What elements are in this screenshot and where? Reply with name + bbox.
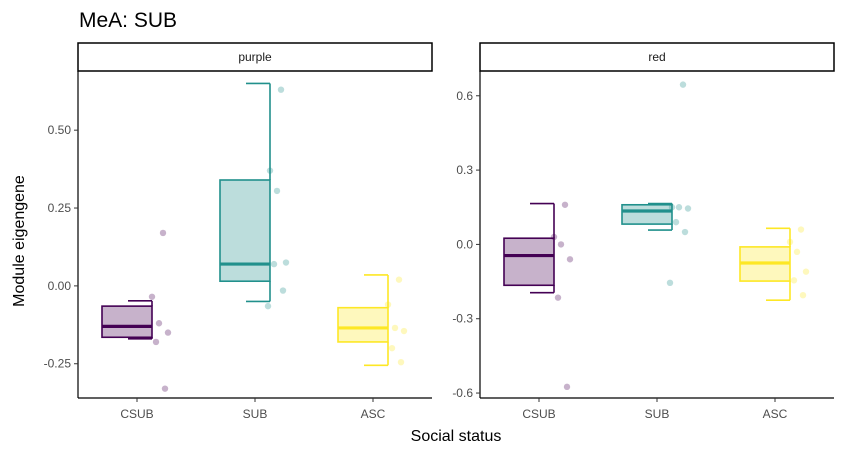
- data-point: [159, 229, 167, 237]
- y-tick-label: 0.50: [48, 123, 72, 137]
- x-tick-label: SUB: [243, 407, 268, 421]
- y-axis-title: Module eigengene: [11, 175, 28, 307]
- data-point: [668, 204, 676, 211]
- data-point: [270, 260, 278, 268]
- data-point: [388, 344, 396, 352]
- points-SUB: [264, 86, 290, 310]
- data-point: [802, 268, 810, 275]
- points-ASC: [786, 226, 810, 299]
- panels: purple -0.25 0.00 0.25 0.50 CSUB SUB ASC red -0.6…: [44, 42, 835, 421]
- data-point: [164, 329, 172, 336]
- data-point: [793, 248, 801, 256]
- data-point: [264, 302, 272, 310]
- box-SUB: [621, 202, 673, 231]
- data-point: [684, 205, 692, 212]
- x-tick-label: SUB: [645, 407, 670, 421]
- data-point: [391, 324, 399, 332]
- data-point: [397, 358, 405, 366]
- data-point: [799, 291, 807, 299]
- box-body: [101, 305, 153, 339]
- data-point: [400, 327, 408, 335]
- data-point: [557, 241, 565, 248]
- y-tick-label: 0.00: [48, 279, 72, 293]
- points-CSUB: [148, 229, 172, 392]
- data-point: [550, 233, 558, 241]
- strip-label-purple: purple: [238, 50, 272, 64]
- y-tick-label: -0.6: [452, 386, 473, 400]
- data-point: [561, 201, 569, 208]
- data-point: [155, 320, 163, 327]
- data-point: [672, 218, 680, 226]
- box-CSUB: [101, 300, 153, 340]
- data-point: [566, 256, 574, 263]
- data-point: [797, 226, 805, 233]
- data-point: [790, 277, 798, 284]
- box-body: [219, 179, 271, 283]
- data-point: [148, 293, 156, 300]
- data-point: [273, 187, 281, 195]
- box-ASC: [739, 227, 791, 301]
- x-tick-label: ASC: [361, 407, 386, 421]
- data-point: [681, 228, 689, 236]
- data-point: [279, 287, 287, 294]
- y-tick-label: -0.3: [452, 312, 473, 326]
- x-axis-title: Social status: [411, 428, 502, 445]
- box-body: [337, 306, 389, 343]
- x-tick-label: CSUB: [120, 407, 153, 421]
- points-SUB: [666, 81, 692, 287]
- box-body: [503, 237, 555, 287]
- data-point: [282, 259, 290, 266]
- chart-title: MeA: SUB: [79, 9, 177, 32]
- data-point: [675, 204, 683, 211]
- box-CSUB: [503, 202, 555, 294]
- data-point: [786, 238, 794, 246]
- data-point: [679, 81, 687, 88]
- strip-red: [479, 42, 835, 72]
- data-point: [395, 276, 403, 283]
- points-ASC: [384, 276, 408, 366]
- data-point: [666, 279, 674, 287]
- y-tick-label: 0.0: [456, 237, 473, 251]
- data-point: [161, 385, 169, 392]
- data-point: [277, 86, 285, 93]
- box-ASC: [337, 274, 389, 367]
- strip-label-red: red: [648, 50, 665, 64]
- y-tick-label: 0.3: [456, 163, 473, 177]
- data-point: [563, 383, 571, 391]
- data-point: [384, 301, 392, 308]
- points-CSUB: [550, 201, 574, 391]
- strip-purple: [77, 42, 433, 72]
- y-tick-label: 0.6: [456, 89, 473, 103]
- data-point: [266, 167, 274, 174]
- y-tick-label: -0.25: [44, 357, 72, 371]
- x-tick-label: ASC: [763, 407, 788, 421]
- y-tick-label: 0.25: [48, 201, 72, 215]
- panel-purple: purple -0.25 0.00 0.25 0.50 CSUB SUB ASC: [44, 42, 433, 421]
- box-SUB: [219, 82, 271, 303]
- data-point: [554, 294, 562, 301]
- panel-red: red -0.6 -0.3 0.0 0.3 0.6 CSUB SUB ASC: [452, 42, 835, 421]
- data-point: [152, 338, 160, 346]
- x-tick-label: CSUB: [522, 407, 555, 421]
- box-body: [621, 203, 673, 225]
